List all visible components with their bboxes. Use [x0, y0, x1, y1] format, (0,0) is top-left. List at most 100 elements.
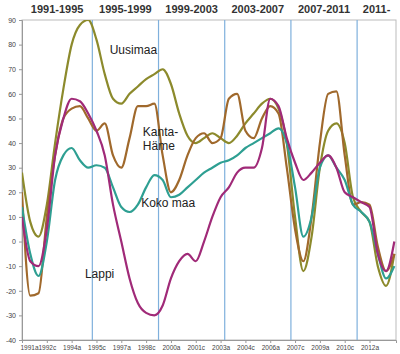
period-label: 1995-1999	[99, 3, 152, 15]
x-tick-mark	[320, 340, 321, 343]
y-tick-label: 50	[8, 115, 16, 122]
period-line	[92, 20, 93, 340]
x-tick-label: 2000a	[162, 344, 180, 351]
y-tick: 20	[8, 189, 22, 196]
y-tick-label: 10	[8, 214, 16, 221]
x-tick-label: 1994a	[63, 344, 81, 351]
y-tick-mark	[19, 69, 22, 70]
series-lines	[22, 20, 394, 315]
x-tick: 2003a	[212, 340, 230, 351]
series-line	[22, 91, 394, 295]
period-line	[158, 20, 159, 340]
x-tick: 1998c	[138, 340, 156, 351]
period-label: 2011-	[363, 3, 391, 15]
y-tick-mark	[19, 118, 22, 119]
y-tick-mark	[19, 168, 22, 169]
y-tick-label: 60	[8, 91, 16, 98]
x-tick: 2009a	[311, 340, 329, 351]
period-label: 1999-2003	[165, 3, 218, 15]
x-tick-label: 2004c	[237, 344, 255, 351]
y-tick: 90	[8, 17, 22, 24]
x-tick: 1994a	[63, 340, 81, 351]
y-tick-mark	[19, 242, 22, 243]
y-tick-mark	[19, 94, 22, 95]
x-tick-mark	[96, 340, 97, 343]
series-line	[22, 99, 394, 316]
chart: -40 -30 -20 -10 0 10 20 30 40 50 60 70 80 90 1991a1992…	[0, 0, 400, 354]
period-label: 2007-2011	[298, 3, 350, 15]
y-tick-mark	[19, 291, 22, 292]
series-line	[22, 20, 394, 286]
x-tick: 2001c	[187, 340, 205, 351]
y-tick: 50	[8, 115, 22, 122]
x-tick-mark	[345, 340, 346, 343]
period-label: 1991-1995	[31, 3, 84, 15]
period-label: 2003-2007	[232, 3, 285, 15]
x-tick: 2007c	[287, 340, 305, 351]
y-tick: -30	[6, 312, 22, 319]
x-axis: 1991a1992c 1994a 1995c 1997a 1998c 2000a 2001c…	[21, 340, 397, 351]
y-tick-label: 20	[8, 189, 16, 196]
y-tick-label: -20	[6, 288, 16, 295]
y-tick: 70	[8, 66, 22, 73]
x-tick-label: 1992c	[38, 344, 56, 351]
y-tick-mark	[19, 217, 22, 218]
x-tick-mark	[22, 340, 23, 343]
y-tick: 60	[8, 91, 22, 98]
y-axis-line	[19, 21, 23, 341]
x-tick-mark	[245, 340, 246, 343]
x-tick-label: 2009a	[311, 344, 329, 351]
x-tick: 2004c	[237, 340, 255, 351]
y-tick-mark	[19, 340, 22, 341]
y-tick-label: 80	[8, 41, 16, 48]
y-tick-mark	[19, 315, 22, 316]
x-tick-label: 2001c	[187, 344, 205, 351]
x-tick-label: 2010c	[336, 344, 354, 351]
y-tick: -20	[6, 288, 22, 295]
x-tick-mark	[270, 340, 271, 343]
x-tick-mark	[196, 340, 197, 343]
x-tick-label: 2003a	[212, 344, 230, 351]
y-tick-label: 0	[12, 238, 16, 245]
x-tick-mark	[121, 340, 122, 343]
x-tick: 1997a	[113, 340, 131, 351]
series-line	[22, 128, 394, 278]
annotation: Kanta-Häme	[143, 125, 178, 153]
y-axis: -40 -30 -20 -10 0 10 20 30 40 50 60 70 80 90	[6, 17, 23, 344]
y-tick-label: -30	[6, 312, 16, 319]
y-tick: -40	[6, 337, 22, 344]
x-tick-label: 2006a	[262, 344, 280, 351]
plot: -40 -30 -20 -10 0 10 20 30 40 50 60 70 80 90 1991a1992…	[6, 0, 397, 351]
y-tick-label: 40	[8, 140, 16, 147]
y-tick: 80	[8, 41, 22, 48]
y-tick-mark	[19, 20, 22, 21]
annotation: Uusimaa	[110, 43, 158, 57]
y-tick: -10	[6, 263, 22, 270]
y-tick-mark	[19, 192, 22, 193]
y-tick: 40	[8, 140, 22, 147]
plot-frame	[22, 20, 396, 340]
x-tick: 1995c	[88, 340, 106, 351]
x-tick-mark	[72, 340, 73, 343]
y-tick-label: 90	[8, 17, 16, 24]
x-tick-label: 1997a	[113, 344, 131, 351]
y-tick-label: 70	[8, 66, 16, 73]
x-tick-label: 1991a	[21, 344, 39, 351]
period-line	[224, 20, 225, 340]
y-tick-label: -40	[6, 337, 16, 344]
x-tick: 2000a	[162, 340, 180, 351]
x-tick: 1992c	[38, 340, 56, 351]
y-tick: 10	[8, 214, 22, 221]
y-tick-mark	[19, 45, 22, 46]
annotation: Koko maa	[141, 196, 195, 210]
x-tick-label: 2007c	[287, 344, 305, 351]
y-tick-label: 30	[8, 164, 16, 171]
period-line	[357, 20, 358, 340]
y-tick: 0	[12, 238, 22, 245]
x-tick-mark	[221, 340, 222, 343]
x-axis-line	[23, 341, 397, 344]
x-tick: 2006a	[262, 340, 280, 351]
y-tick-label: -10	[6, 263, 16, 270]
x-tick: 2010c	[336, 340, 354, 351]
y-tick: 30	[8, 164, 22, 171]
